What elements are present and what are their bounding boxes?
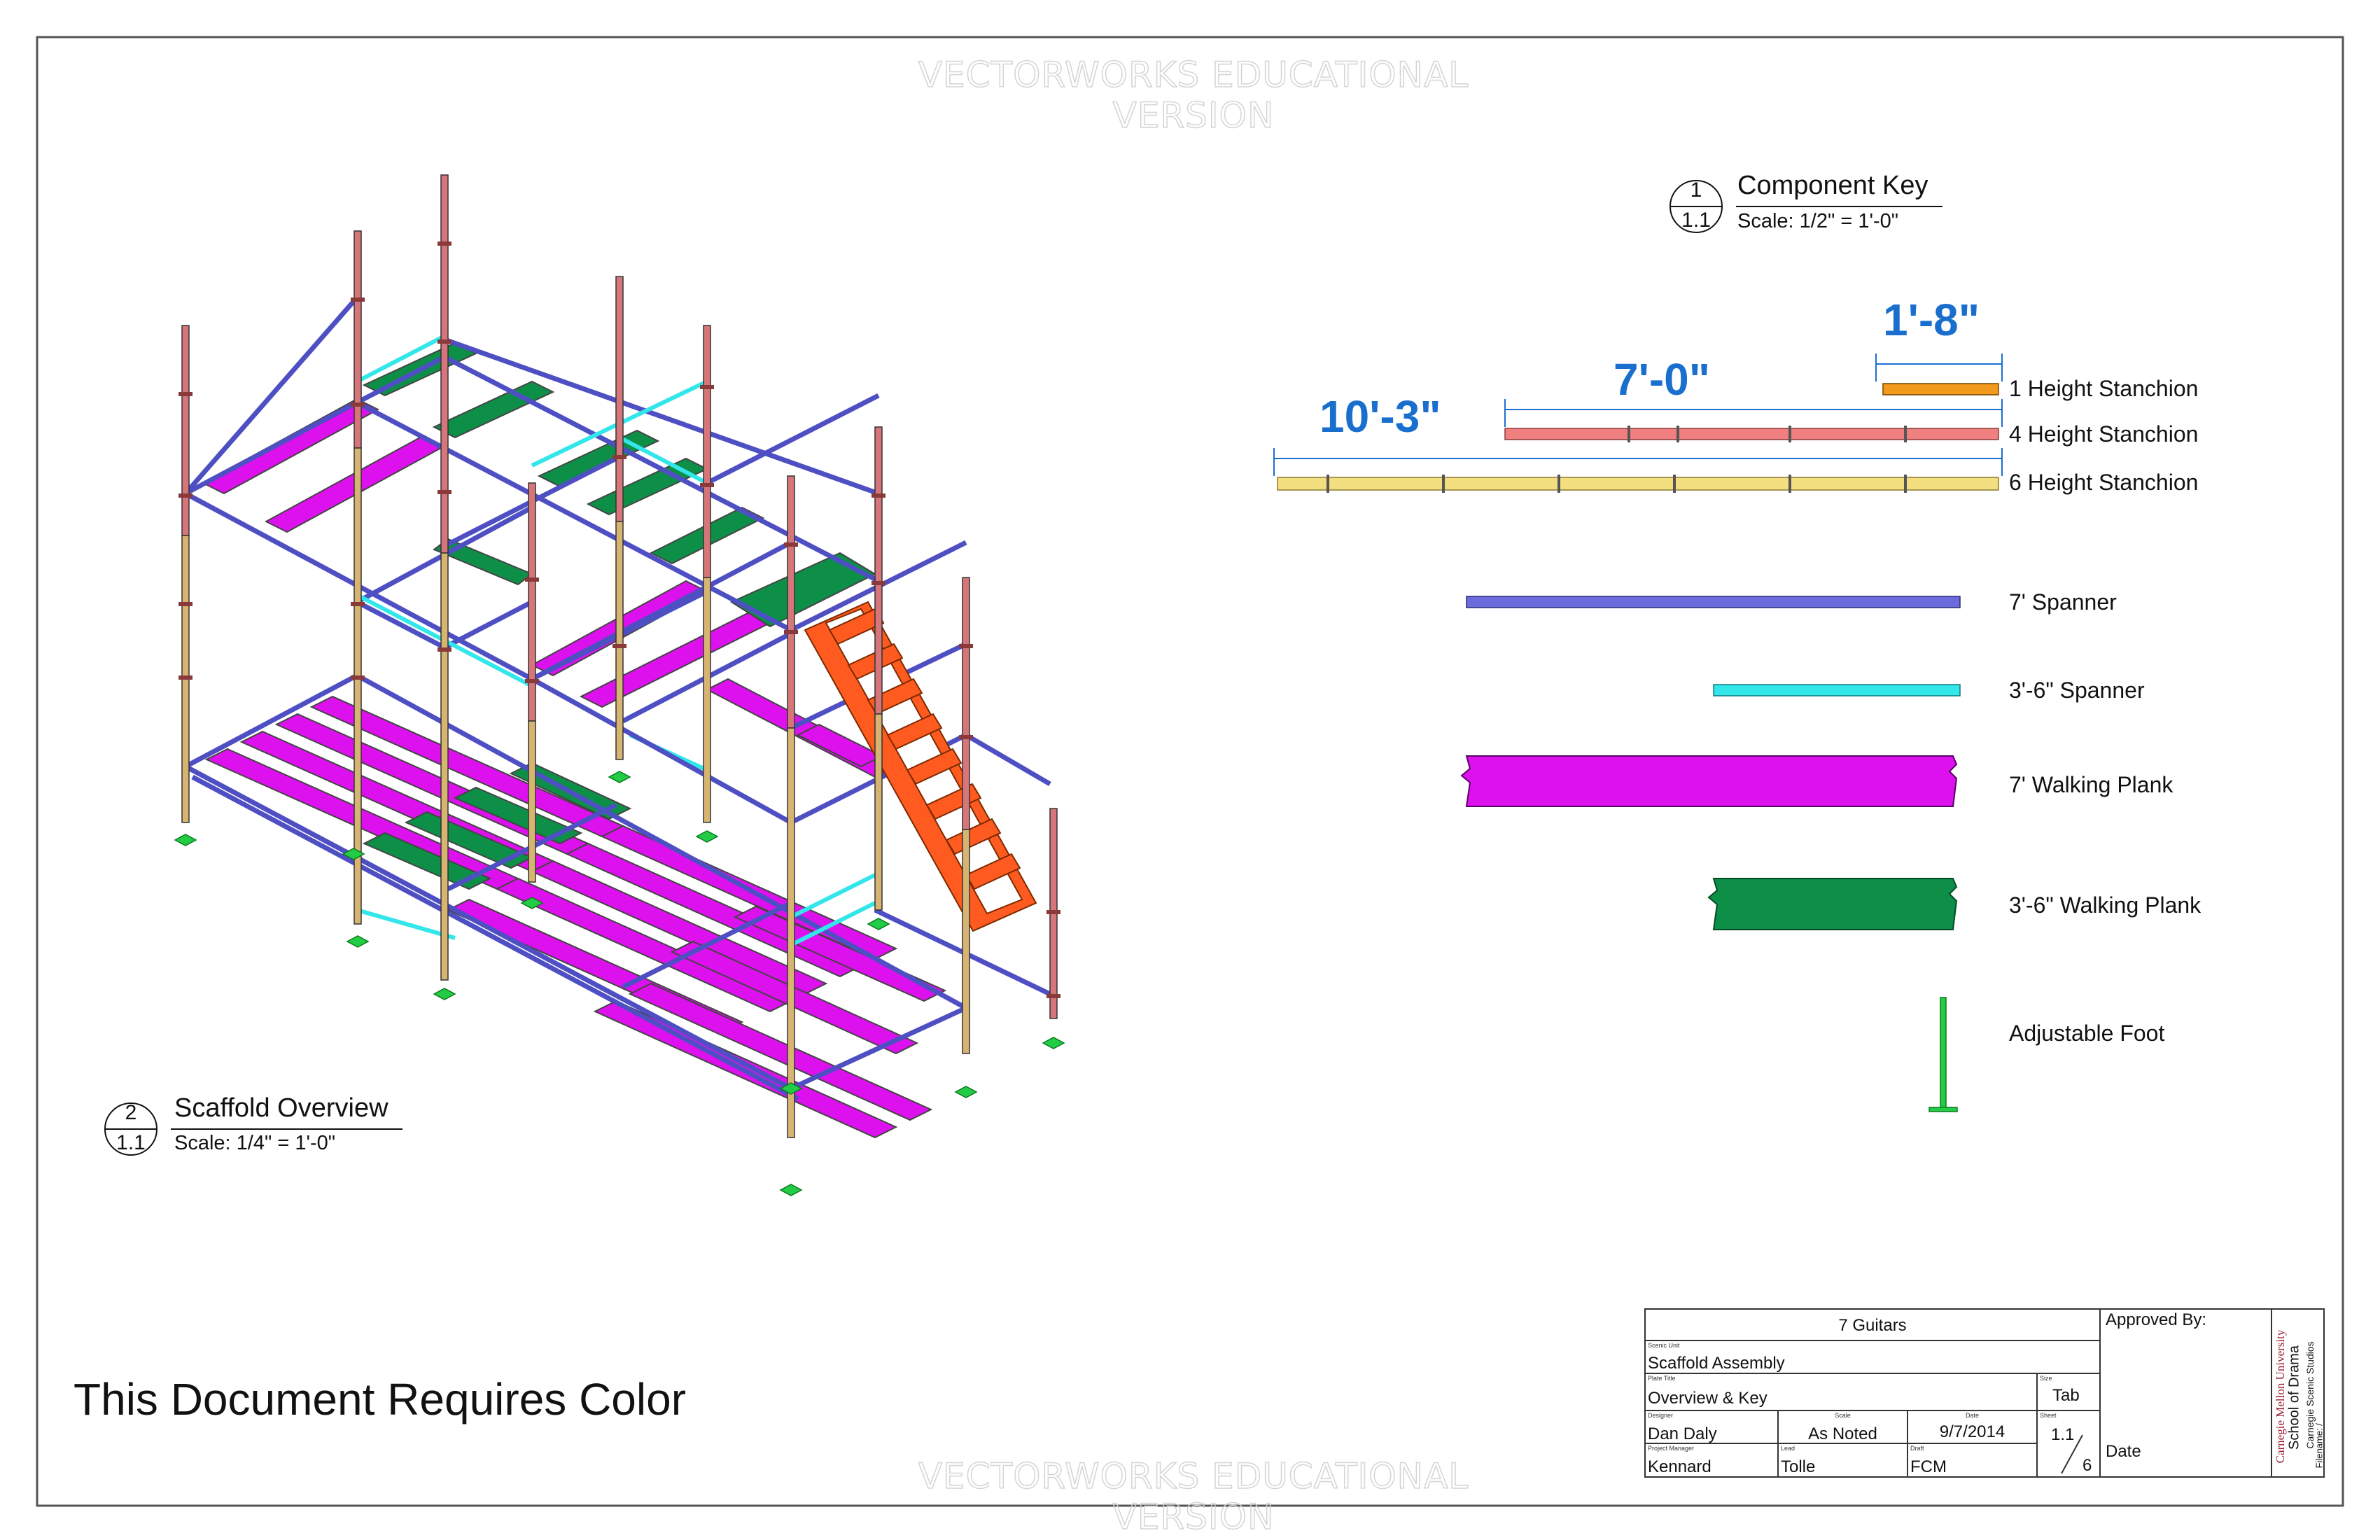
- component-label-7-spanner: 7' Spanner: [2009, 589, 2117, 615]
- tb-designer-label: Designer: [1648, 1412, 1674, 1419]
- tb-designer: Dan Daly: [1648, 1424, 1717, 1443]
- post: [874, 426, 883, 911]
- tb-size: Tab: [2052, 1386, 2080, 1405]
- tb-school: School of Drama: [2286, 1345, 2302, 1450]
- tb-filename: Filename: /: [2314, 1423, 2325, 1469]
- tb-sheet-total: 6: [2082, 1456, 2092, 1475]
- seven-foot-spanner-graphic: [1466, 596, 1961, 608]
- tb-approval-date: Date: [2106, 1442, 2141, 1461]
- component-key-title: Component Key: [1737, 171, 1928, 200]
- post: [181, 325, 190, 823]
- scaffold-isometric-drawing: [174, 174, 1065, 1196]
- tb-draft: FCM: [1910, 1457, 1947, 1476]
- tb-lead-label: Lead: [1781, 1445, 1795, 1452]
- tb-scale: As Noted: [1808, 1424, 1877, 1443]
- tb-date: 9/7/2014: [1939, 1422, 2005, 1441]
- tb-scale-label: Scale: [1835, 1412, 1851, 1419]
- tb-plate-title: Overview & Key: [1648, 1389, 1768, 1408]
- tb-sheet-label: Sheet: [2040, 1412, 2057, 1419]
- post: [787, 475, 795, 1138]
- adjustable-foot-graphic: [1928, 997, 1958, 1112]
- three-six-spanner-graphic: [1713, 684, 1961, 696]
- watermark-bottom: VECTORWORKS EDUCATIONAL VERSION: [918, 1455, 1469, 1538]
- tb-scenic-unit-label: Scenic Unit: [1648, 1342, 1680, 1349]
- component-label-adjustable-foot: Adjustable Foot: [2009, 1021, 2165, 1046]
- component-key-scale: Scale: 1/2" = 1'-0": [1737, 210, 1899, 232]
- six-height-stanchion-graphic: [1277, 477, 1999, 491]
- tb-scenic-unit: Scaffold Assembly: [1648, 1354, 1785, 1373]
- tb-sheet: 1.1: [2051, 1425, 2075, 1444]
- tb-date-label: Date: [1965, 1412, 1979, 1419]
- component-label-6-height-stanchion: 6 Height Stanchion: [2009, 470, 2199, 495]
- watermark-top: VECTORWORKS EDUCATIONAL VERSION: [918, 54, 1469, 136]
- sheet-border: [36, 36, 2344, 1507]
- tb-production: 7 Guitars: [1838, 1316, 1907, 1335]
- tb-size-label: Size: [2040, 1375, 2052, 1382]
- component-label-3-6-spanner: 3'-6" Spanner: [2009, 678, 2145, 703]
- dimension-four-height: 7'-0": [1614, 354, 1711, 405]
- tb-pm-label: Project Manager: [1648, 1445, 1695, 1452]
- dimension-six-height: 10'-3": [1320, 391, 1441, 442]
- component-label-7-walking-plank: 7' Walking Plank: [2009, 772, 2174, 797]
- tb-lead: Tolle: [1781, 1457, 1816, 1476]
- component-label-4-height-stanchion: 4 Height Stanchion: [2009, 421, 2199, 447]
- scaffold-overview-number: 2: [125, 1101, 137, 1124]
- post: [354, 230, 362, 925]
- component-key: [1273, 180, 2003, 1112]
- color-notice: This Document Requires Color: [74, 1374, 686, 1424]
- scaffold-overview-title-graphic: [104, 1102, 402, 1156]
- stanchion-collars: [1326, 426, 1907, 493]
- one-height-stanchion-graphic: [1882, 383, 1999, 396]
- post: [615, 276, 624, 760]
- component-label-1-height-stanchion: 1 Height Stanchion: [2009, 376, 2199, 401]
- post: [703, 325, 711, 823]
- title-block-frame: [1644, 1308, 2325, 1478]
- tb-approved-by: Approved By:: [2106, 1310, 2207, 1329]
- stair-unit: [804, 601, 1037, 932]
- dimension-lines: [1273, 354, 2003, 476]
- post-collars: [178, 241, 1060, 998]
- lower-deck-frame: [184, 673, 967, 1102]
- component-label-3-6-walking-plank: 3'-6" Walking Plank: [2009, 892, 2202, 918]
- three-six-walking-plank-graphic: [1707, 878, 1958, 930]
- adjustable-feet: [174, 771, 1065, 1196]
- tb-plate-title-label: Plate Title: [1648, 1375, 1676, 1382]
- component-key-number: 1: [1690, 178, 1702, 202]
- scaffold-overview-sheet: 1.1: [116, 1131, 146, 1154]
- tb-pm: Kennard: [1648, 1457, 1712, 1476]
- component-key-sheet: 1.1: [1681, 209, 1711, 232]
- scaffold-overview-title: Scaffold Overview: [174, 1093, 388, 1123]
- dimension-one-height: 1'-8": [1883, 295, 1980, 345]
- post: [528, 482, 536, 883]
- lower-deck-planks: [204, 695, 947, 1139]
- tb-draft-label: Draft: [1910, 1445, 1924, 1452]
- scaffold-overview-scale: Scale: 1/4" = 1'-0": [174, 1132, 336, 1154]
- seven-foot-walking-plank-graphic: [1460, 755, 1958, 807]
- tb-cmu: Carnegie Mellon University: [2274, 1329, 2287, 1464]
- four-height-stanchion-graphic: [1504, 428, 1999, 440]
- post: [962, 577, 970, 1054]
- post: [440, 174, 449, 981]
